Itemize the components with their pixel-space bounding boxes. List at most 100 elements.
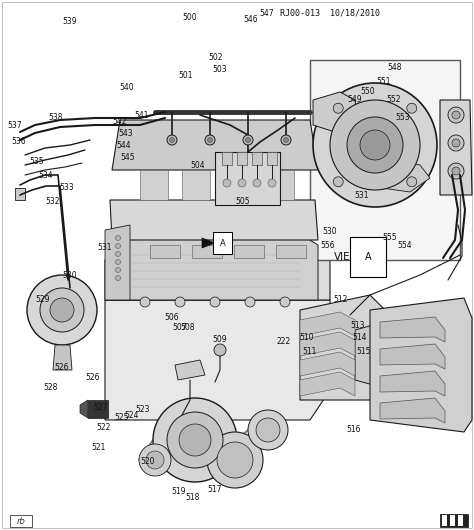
Text: 520: 520 bbox=[141, 457, 155, 466]
Polygon shape bbox=[252, 152, 262, 165]
Polygon shape bbox=[192, 245, 222, 258]
Text: 555: 555 bbox=[383, 234, 397, 243]
Polygon shape bbox=[440, 100, 472, 195]
Polygon shape bbox=[80, 400, 88, 418]
Text: 549: 549 bbox=[348, 95, 362, 104]
Polygon shape bbox=[276, 245, 306, 258]
Circle shape bbox=[360, 130, 390, 160]
Polygon shape bbox=[267, 152, 277, 165]
Circle shape bbox=[116, 268, 120, 272]
Text: 547: 547 bbox=[260, 8, 274, 17]
Circle shape bbox=[179, 424, 211, 456]
Text: 523: 523 bbox=[136, 405, 150, 414]
Text: 521: 521 bbox=[92, 444, 106, 453]
Text: 531: 531 bbox=[355, 190, 369, 199]
Polygon shape bbox=[150, 245, 180, 258]
Text: 514: 514 bbox=[353, 333, 367, 342]
Polygon shape bbox=[380, 398, 445, 423]
Text: 507: 507 bbox=[173, 323, 187, 332]
Text: 504: 504 bbox=[191, 161, 205, 170]
Text: 518: 518 bbox=[186, 492, 200, 501]
Text: 503: 503 bbox=[213, 66, 228, 75]
Circle shape bbox=[256, 418, 280, 442]
Polygon shape bbox=[105, 225, 130, 300]
Circle shape bbox=[313, 83, 437, 207]
Polygon shape bbox=[202, 238, 215, 248]
Polygon shape bbox=[380, 317, 445, 342]
Circle shape bbox=[243, 135, 253, 145]
Text: 553: 553 bbox=[396, 113, 410, 122]
Circle shape bbox=[116, 243, 120, 249]
Text: 534: 534 bbox=[39, 171, 53, 180]
Polygon shape bbox=[382, 160, 430, 192]
Text: 505: 505 bbox=[236, 198, 250, 207]
Text: 548: 548 bbox=[388, 64, 402, 73]
Circle shape bbox=[448, 107, 464, 123]
Circle shape bbox=[452, 139, 460, 147]
Text: 556: 556 bbox=[321, 241, 335, 250]
Text: 529: 529 bbox=[36, 296, 50, 305]
Text: 545: 545 bbox=[121, 154, 135, 163]
Polygon shape bbox=[355, 315, 425, 395]
Circle shape bbox=[283, 137, 289, 143]
Polygon shape bbox=[224, 170, 252, 200]
Polygon shape bbox=[112, 120, 318, 170]
Text: 526: 526 bbox=[55, 364, 69, 373]
Text: 526: 526 bbox=[86, 374, 100, 383]
Text: 539: 539 bbox=[63, 17, 77, 26]
Text: 535: 535 bbox=[30, 157, 44, 166]
Polygon shape bbox=[380, 371, 445, 396]
Circle shape bbox=[448, 135, 464, 151]
Text: rb: rb bbox=[17, 517, 26, 526]
Text: 516: 516 bbox=[347, 426, 361, 435]
Text: 550: 550 bbox=[361, 87, 375, 96]
Bar bbox=[10, 515, 32, 527]
Circle shape bbox=[175, 297, 185, 307]
Text: 537: 537 bbox=[8, 120, 22, 129]
Bar bbox=[450, 515, 455, 526]
Polygon shape bbox=[237, 152, 247, 165]
Text: 501: 501 bbox=[179, 70, 193, 80]
Polygon shape bbox=[105, 230, 330, 300]
Polygon shape bbox=[175, 360, 205, 380]
Circle shape bbox=[268, 179, 276, 187]
Bar bbox=[310, 60, 460, 260]
Circle shape bbox=[116, 260, 120, 264]
Polygon shape bbox=[370, 298, 472, 432]
Circle shape bbox=[223, 179, 231, 187]
Text: 506: 506 bbox=[164, 314, 179, 322]
Polygon shape bbox=[112, 228, 318, 300]
Polygon shape bbox=[300, 312, 355, 336]
Circle shape bbox=[116, 235, 120, 241]
Circle shape bbox=[207, 432, 263, 488]
Polygon shape bbox=[300, 372, 355, 396]
Circle shape bbox=[333, 177, 343, 187]
Circle shape bbox=[407, 177, 417, 187]
Circle shape bbox=[238, 179, 246, 187]
Circle shape bbox=[452, 111, 460, 119]
Text: 509: 509 bbox=[213, 335, 228, 344]
Text: 551: 551 bbox=[377, 77, 391, 86]
Text: 517: 517 bbox=[208, 485, 222, 494]
Text: 554: 554 bbox=[398, 241, 412, 250]
Text: 530: 530 bbox=[323, 227, 337, 236]
Text: 540: 540 bbox=[120, 84, 134, 93]
Circle shape bbox=[448, 163, 464, 179]
Polygon shape bbox=[105, 300, 330, 420]
Circle shape bbox=[205, 135, 215, 145]
Text: 510: 510 bbox=[300, 333, 314, 342]
Circle shape bbox=[347, 117, 403, 173]
Text: 543: 543 bbox=[118, 129, 133, 138]
Circle shape bbox=[167, 412, 223, 468]
Bar bbox=[440, 514, 468, 527]
Circle shape bbox=[116, 252, 120, 257]
Text: 531: 531 bbox=[98, 243, 112, 252]
Circle shape bbox=[330, 100, 420, 190]
Text: 508: 508 bbox=[181, 323, 195, 332]
Circle shape bbox=[246, 137, 250, 143]
Polygon shape bbox=[110, 200, 318, 240]
Circle shape bbox=[40, 288, 84, 332]
Text: 528: 528 bbox=[44, 384, 58, 393]
Text: 552: 552 bbox=[387, 95, 401, 104]
Circle shape bbox=[214, 344, 226, 356]
